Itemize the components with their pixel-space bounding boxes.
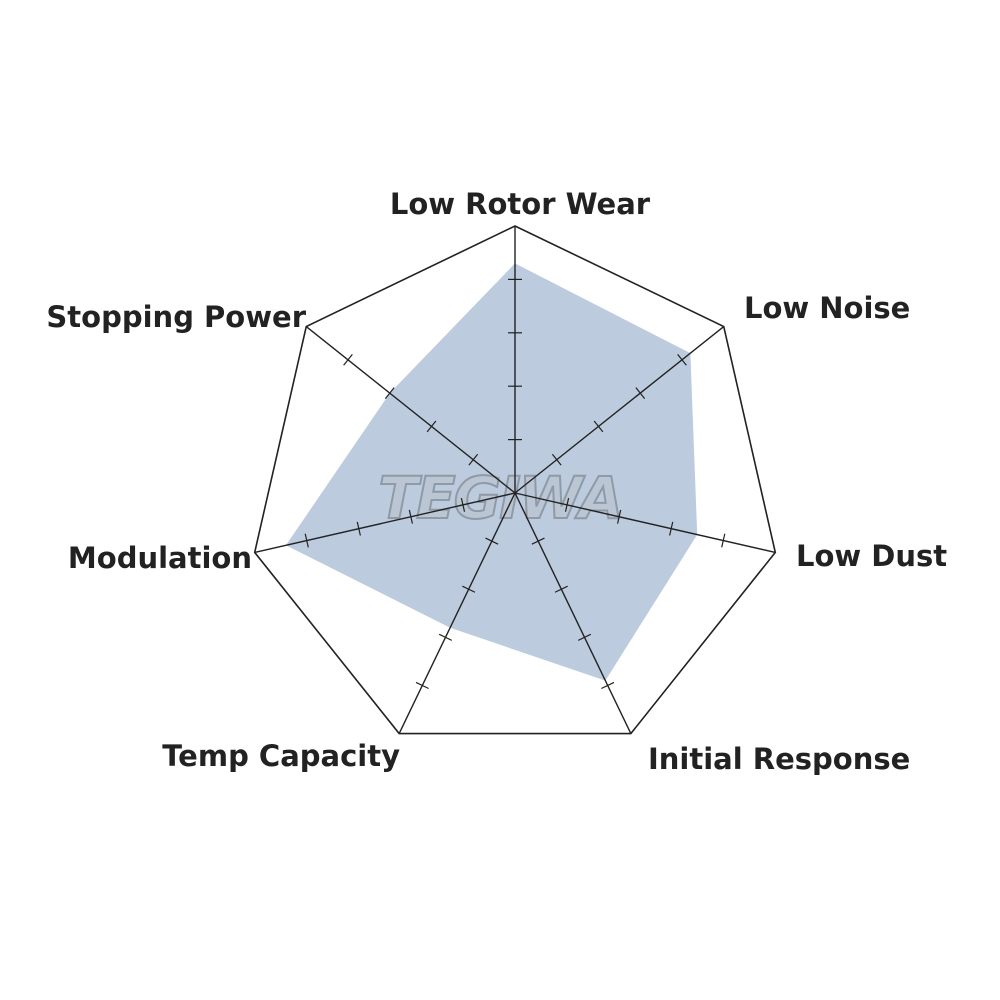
axis-tick xyxy=(551,453,562,466)
axis-tick xyxy=(384,387,395,399)
axis-tick xyxy=(485,537,499,545)
axis-tick xyxy=(577,633,592,641)
axis-tick xyxy=(635,387,646,399)
axis-tick xyxy=(677,353,687,366)
axis-label: Stopping Power xyxy=(46,300,306,334)
data-area xyxy=(285,263,698,681)
axis-label: Modulation xyxy=(68,541,252,575)
axis-line xyxy=(254,492,516,554)
axis-label: Low Noise xyxy=(744,291,910,325)
axis-tick xyxy=(601,681,615,690)
axis-tick xyxy=(593,420,604,433)
axis-label: Low Dust xyxy=(796,539,947,573)
axis-line xyxy=(305,325,516,494)
axis-tick xyxy=(426,420,437,433)
outer-frame xyxy=(253,225,777,735)
axis-tick xyxy=(531,537,545,545)
axis-tick xyxy=(438,633,453,641)
axis-label: Initial Response xyxy=(648,742,910,776)
axis-tick xyxy=(415,681,429,690)
axis-tick xyxy=(356,521,361,536)
axis-line xyxy=(514,492,776,554)
axis-label: Temp Capacity xyxy=(162,739,400,773)
axis-tick xyxy=(721,533,726,548)
axis-tick xyxy=(408,509,414,524)
axis-line xyxy=(514,492,632,734)
axis-tick xyxy=(564,497,570,512)
axis-line xyxy=(514,325,725,494)
axis-tick xyxy=(468,453,479,466)
axis-tick xyxy=(462,585,476,593)
axis-tick xyxy=(669,521,674,536)
axis-tick xyxy=(554,585,568,593)
axis-label: Low Rotor Wear xyxy=(390,187,651,221)
axis-tick xyxy=(304,533,309,548)
axis-tick xyxy=(616,509,622,524)
watermark-logo: TEGIWA xyxy=(378,464,621,532)
axis-tick xyxy=(343,353,353,366)
axis-tick xyxy=(460,497,466,512)
axis-line xyxy=(398,492,516,734)
